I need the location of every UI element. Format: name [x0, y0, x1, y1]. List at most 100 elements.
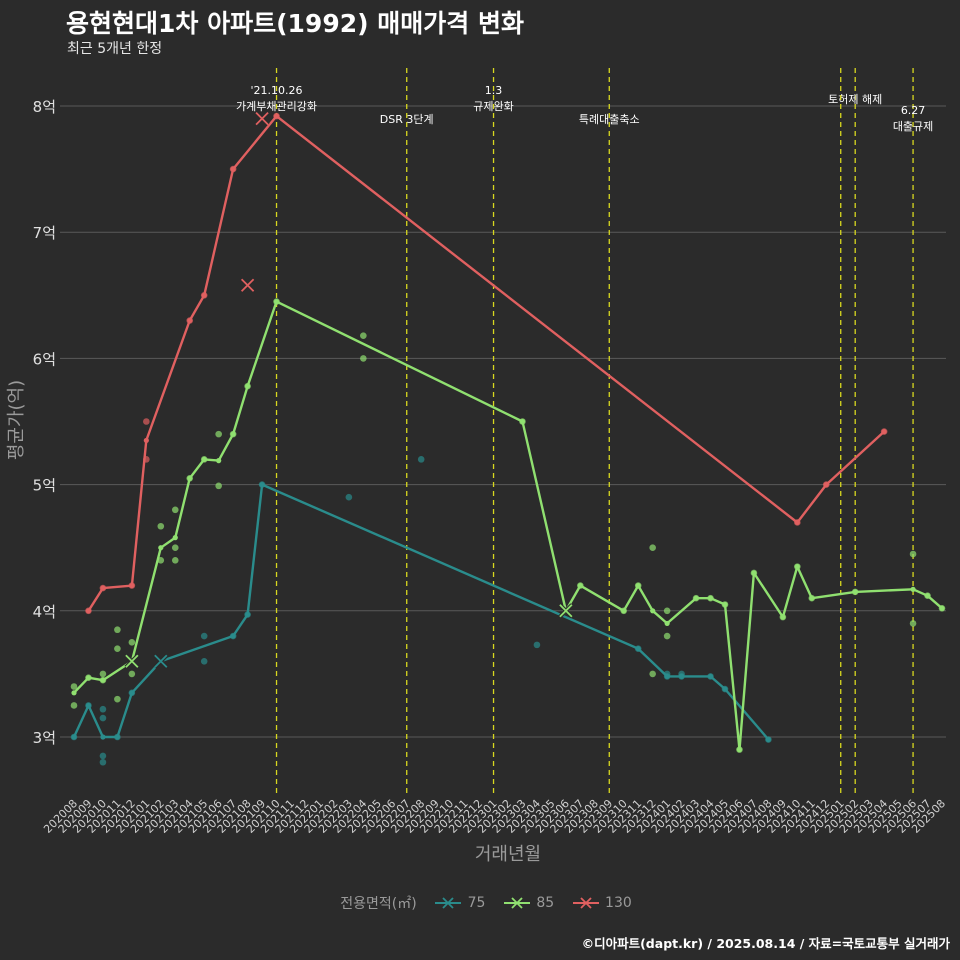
point-85-30 — [649, 544, 656, 551]
line-vertex-85-30 — [939, 605, 945, 611]
point-85-22 — [360, 355, 367, 362]
point-85-14 — [171, 506, 179, 514]
line-vertex-130-3 — [143, 437, 149, 444]
y-tick-label-5: 5억 — [33, 477, 56, 495]
chart-subtitle: 최근 5개년 한정 — [67, 41, 163, 57]
line-vertex-85-5 — [172, 535, 178, 541]
y-tick-label-6: 6억 — [33, 350, 56, 368]
point-75-8 — [200, 657, 208, 665]
event-label-0-0: '21.10.26 — [251, 84, 303, 97]
line-vertex-130-1 — [100, 585, 106, 591]
cross-marker-130-0 — [240, 278, 255, 292]
y-tick-label-8: 8억 — [33, 98, 56, 116]
event-label-3-0: 특례대출축소 — [579, 113, 640, 126]
line-vertex-130-0 — [85, 608, 92, 614]
point-75-15 — [533, 641, 541, 649]
line-130 — [87, 114, 885, 612]
y-tick-label-4: 4억 — [33, 603, 56, 621]
point-85-4 — [99, 670, 107, 678]
line-vertex-130-8 — [794, 519, 800, 526]
line-vertex-130-6 — [230, 166, 236, 172]
line-vertex-75-2 — [100, 734, 106, 740]
legend-item-130[interactable]: 130 — [571, 895, 632, 911]
point-130-4 — [143, 418, 150, 425]
line-vertex-75-13 — [722, 686, 728, 692]
line-vertex-75-8 — [259, 482, 265, 488]
line-vertex-85-8 — [216, 458, 222, 464]
point-75-4 — [99, 714, 107, 722]
line-vertex-85-4 — [158, 545, 164, 551]
point-85-18 — [215, 482, 222, 490]
legend-item-75[interactable]: 75 — [433, 895, 485, 911]
line-vertex-85-25 — [794, 564, 800, 570]
line-vertex-75-6 — [230, 633, 236, 639]
line-vertex-85-7 — [201, 456, 207, 462]
x-axis-label: 거래년월 — [475, 844, 541, 865]
point-85-11 — [157, 522, 165, 530]
legend: 전용면적(㎡) 75 85 130 — [0, 893, 960, 913]
line-vertex-85-26 — [809, 595, 815, 601]
line-vertex-85-19 — [693, 595, 699, 601]
line-vertex-85-0 — [71, 690, 77, 696]
line-vertex-85-21 — [722, 601, 728, 608]
line-vertex-75-3 — [114, 734, 120, 740]
line-vertex-85-29 — [924, 593, 931, 599]
event-label-1-0: DSR 3단계 — [380, 113, 434, 126]
point-75-9 — [200, 632, 208, 640]
line-vertex-85-16 — [635, 582, 641, 589]
line-vertex-75-12 — [707, 673, 714, 680]
line-vertex-75-1 — [85, 702, 92, 709]
point-75-14 — [417, 456, 425, 463]
line-vertex-85-15 — [621, 608, 627, 614]
line-vertex-85-22 — [736, 747, 743, 753]
point-75-13 — [345, 493, 353, 501]
line-vertex-130-5 — [201, 292, 207, 298]
line-vertex-75-9 — [635, 646, 641, 652]
grid-layer — [60, 105, 946, 738]
line-vertex-75-11 — [679, 673, 685, 680]
line-vertex-75-10 — [664, 673, 670, 680]
line-vertex-85-20 — [707, 595, 714, 601]
legend-key-130-icon — [572, 897, 599, 909]
legend-label-75: 75 — [467, 895, 486, 911]
cross-marker-130-1 — [255, 111, 269, 126]
point-75-5 — [99, 705, 107, 713]
chart-title: 용현현대1차 아파트(1992) 매매가격 변화 — [66, 9, 524, 38]
line-vertex-85-28 — [910, 586, 916, 592]
line-vertex-85-1 — [85, 675, 92, 681]
line-vertex-85-10 — [245, 383, 251, 389]
line-vertex-85-6 — [187, 475, 193, 481]
line-vertex-85-27 — [852, 589, 858, 595]
legend-item-85[interactable]: 85 — [502, 895, 554, 911]
cross-marker-85-0 — [125, 654, 139, 668]
line-vertex-75-0 — [71, 734, 77, 740]
point-85-7 — [114, 626, 121, 634]
line-vertex-130-9 — [823, 482, 829, 488]
point-85-42 — [909, 620, 917, 627]
event-label-4-0: 토허제 해제 — [828, 92, 882, 106]
line-vertex-85-9 — [230, 431, 236, 437]
line-vertex-75-7 — [245, 611, 251, 618]
line-vertex-130-2 — [129, 582, 135, 589]
legend-title: 전용면적(㎡) — [340, 896, 417, 912]
series-85 — [70, 298, 946, 753]
point-85-6 — [114, 645, 121, 652]
cross-marker-75-0 — [154, 654, 168, 668]
line-vertex-85-17 — [650, 608, 656, 614]
point-85-17 — [215, 430, 222, 438]
series-layer — [70, 111, 946, 766]
point-85-13 — [171, 544, 179, 551]
point-85-43 — [909, 550, 917, 558]
point-85-12 — [171, 557, 179, 564]
point-75-2 — [99, 758, 107, 766]
point-85-9 — [128, 639, 136, 646]
line-vertex-130-10 — [881, 428, 887, 435]
y-tick-label-7: 7억 — [33, 224, 56, 242]
line-vertex-85-23 — [751, 570, 757, 576]
series-130 — [85, 111, 888, 615]
line-vertex-75-14 — [765, 736, 772, 743]
line-vertex-85-2 — [100, 677, 106, 683]
line-vertex-75-4 — [129, 690, 135, 696]
source-caption: ©디아파트(dapt.kr) / 2025.08.14 / 자료=국토교통부 실… — [581, 936, 950, 951]
